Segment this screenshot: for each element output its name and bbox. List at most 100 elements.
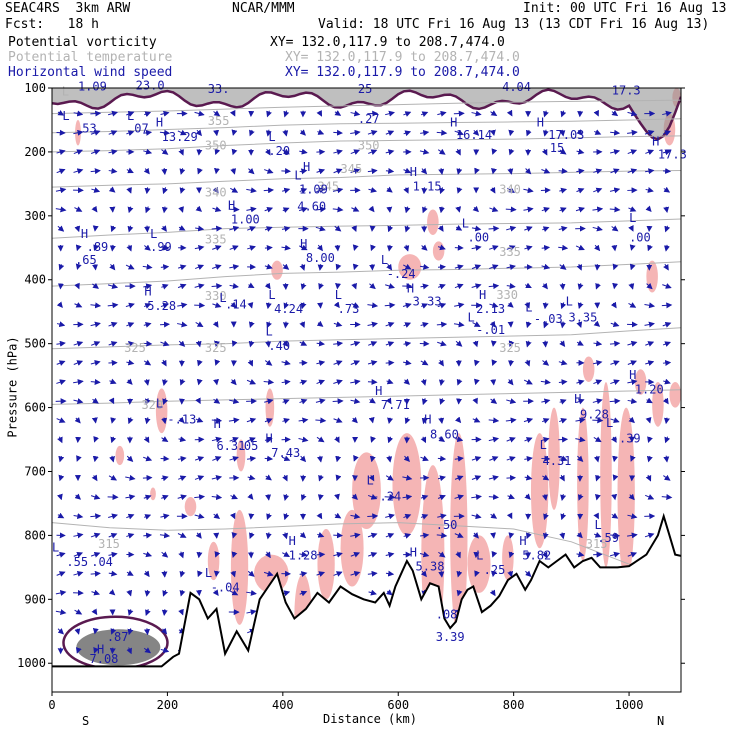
field-name-pv: Potential vorticity [8, 35, 157, 50]
wind-vector [627, 110, 638, 117]
pv-shading-region-24 [577, 407, 589, 561]
wind-vector [214, 148, 221, 156]
wind-vector [143, 647, 152, 654]
wind-vector [490, 570, 497, 578]
wind-vector [662, 341, 671, 347]
terrain-line [52, 512, 681, 668]
wind-vector [334, 436, 340, 444]
wind-vector [229, 245, 239, 251]
extremum-label: 1.09 [299, 182, 328, 196]
wind-vector [127, 609, 134, 616]
wind-vector [333, 379, 343, 385]
wind-vector [437, 264, 447, 271]
wind-vector [74, 282, 80, 290]
wind-vector [143, 321, 152, 328]
wind-vector [421, 417, 428, 425]
wind-vector [368, 187, 378, 193]
wind-vector [231, 551, 238, 558]
wind-vector [368, 149, 378, 155]
wind-vector [246, 379, 257, 385]
wind-vector [350, 360, 361, 366]
wind-vector [506, 109, 513, 117]
extremum-label: H [228, 198, 235, 212]
plot-frame [51, 87, 682, 693]
wind-vector [143, 551, 153, 558]
wind-vector [56, 321, 66, 328]
wind-vector [91, 187, 101, 193]
wind-vector [194, 475, 205, 481]
wind-vector [56, 340, 66, 347]
wind-vector [422, 206, 428, 214]
wind-vector [385, 321, 395, 328]
pv-shading-region-25 [600, 382, 612, 568]
wind-vector [246, 187, 257, 194]
wind-vector [575, 206, 585, 213]
wind-vector [541, 244, 551, 251]
wind-vector [367, 360, 378, 366]
wind-vector [456, 589, 463, 597]
wind-vector [610, 129, 621, 136]
wind-vector [454, 283, 464, 290]
wind-vector [664, 244, 670, 252]
model-title: SEAC4RS 3km ARW [5, 1, 131, 16]
wind-vector [143, 167, 150, 175]
wind-vector [177, 321, 188, 328]
theta-isentrope-330 [52, 261, 681, 287]
wind-vector [55, 206, 67, 213]
extremum-label: 1.15 [413, 179, 442, 193]
wind-vector [629, 244, 636, 251]
wind-vector [350, 110, 361, 117]
wind-vector [471, 456, 482, 462]
wind-vector [196, 149, 203, 156]
extremum-label: L [476, 549, 483, 563]
wind-vector [315, 225, 326, 232]
wind-vector [610, 379, 620, 385]
wind-vector [231, 340, 238, 347]
wind-vector [386, 263, 393, 271]
extremum-label: H [479, 288, 486, 302]
wind-vector [195, 340, 202, 348]
wind-vector [160, 302, 170, 309]
wind-vector [436, 129, 448, 136]
wind-vector [384, 302, 396, 309]
wind-vector [350, 571, 361, 577]
extremum-label: L [294, 168, 301, 182]
wind-vector [317, 455, 323, 463]
wind-vector [249, 532, 255, 539]
extremum-label: 13.29 [162, 130, 198, 144]
wind-vector [438, 206, 445, 214]
extremum-label: .50 [436, 518, 458, 532]
wind-vector [489, 186, 496, 194]
wind-vector [93, 647, 99, 654]
pv-shading-region-23 [548, 407, 560, 510]
wind-vector [387, 436, 394, 444]
wind-vector [541, 551, 548, 559]
wind-vector [404, 225, 411, 233]
wind-vector [385, 283, 395, 289]
wind-vector [541, 398, 551, 405]
wind-vector [143, 494, 152, 501]
wind-vector [90, 494, 101, 500]
wind-vector [143, 436, 150, 444]
x-tick-label: 600 [387, 698, 409, 712]
wind-vector [108, 570, 118, 577]
wind-vector [90, 551, 101, 558]
wind-vector [264, 263, 273, 270]
wind-vector [334, 225, 342, 232]
wind-vector [420, 129, 430, 136]
wind-vector [541, 418, 550, 424]
wind-vector [265, 302, 272, 310]
wind-vector [126, 340, 135, 347]
extremum-label: H [214, 417, 221, 431]
wind-vector [248, 167, 255, 175]
y-tick-label: 300 [24, 209, 46, 223]
wind-vector [108, 321, 118, 328]
theta-isentrope-335 [52, 218, 681, 239]
extremum-label: .59 [597, 531, 619, 545]
wind-vector [559, 207, 567, 213]
wind-vector [179, 378, 186, 386]
wind-vector [160, 110, 170, 117]
wind-vector [558, 359, 568, 366]
wind-vector [73, 570, 84, 577]
wind-vector [628, 206, 637, 212]
